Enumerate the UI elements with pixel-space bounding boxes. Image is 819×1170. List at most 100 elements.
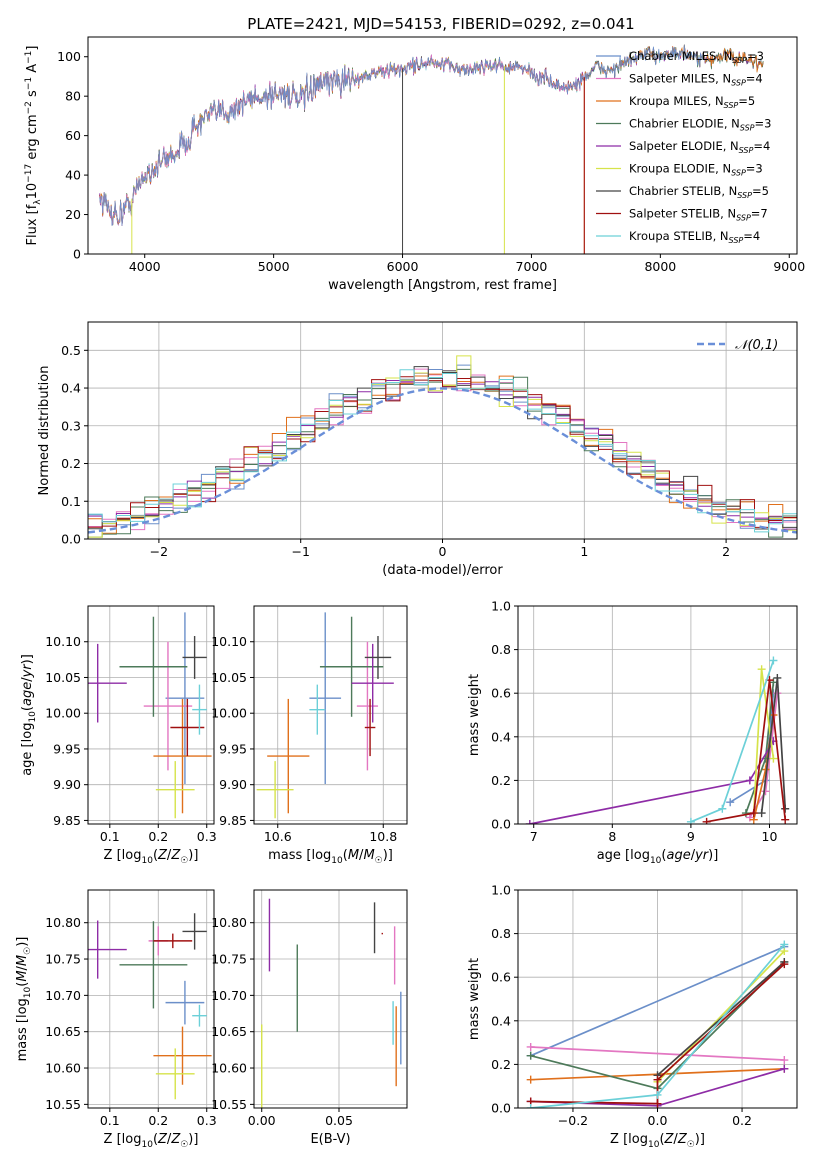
y-tick-label: 10.60 xyxy=(211,1061,247,1076)
weight-marker xyxy=(769,656,778,665)
legend-sub: SSP xyxy=(739,146,754,155)
z_weight-xlabel: Z [log10(Z/Z☉)] xyxy=(610,1132,705,1150)
label-part: 10 xyxy=(141,856,153,866)
legend-sub: SSP xyxy=(731,79,746,88)
x-tick-label: 9000 xyxy=(773,259,805,274)
weight-marker xyxy=(769,754,778,763)
y-tick-label: 0.1 xyxy=(61,494,81,509)
mass_age-frame xyxy=(253,605,408,825)
x-tick-label: 8000 xyxy=(644,259,676,274)
spectrum-panel: 4000 5000 6000 7000 8000 9000 0 20 40 60 80 100 xyxy=(57,36,805,274)
x-tick-label: 6000 xyxy=(387,259,419,274)
x-tick-label: −0.2 xyxy=(558,1113,588,1128)
y-tick-label: 10.60 xyxy=(45,1061,81,1076)
y-tick-label: 10.05 xyxy=(45,670,81,685)
label-part: )] xyxy=(15,937,30,947)
label-part: λ xyxy=(33,199,43,205)
label-part: Z xyxy=(157,1132,168,1147)
weight-marker xyxy=(780,960,789,969)
weight-marker xyxy=(780,1056,789,1065)
weight-marker xyxy=(718,804,727,813)
figure-title: PLATE=2421, MJD=54153, FIBERID=0292, z=0… xyxy=(247,15,634,33)
label-part: age xyxy=(666,848,690,863)
y-tick-label: 10.00 xyxy=(45,706,81,721)
y-tick-label: 0.4 xyxy=(491,1013,511,1028)
legend-sub: SSP xyxy=(737,191,752,200)
weight-marker xyxy=(702,817,711,824)
x-tick-label: 9 xyxy=(687,829,695,844)
label-part: erg cm xyxy=(25,114,40,163)
spectrum-xlabel: wavelength [Angstrom, rest frame] xyxy=(328,278,557,293)
label-part: −1 xyxy=(24,51,34,64)
y-tick-label: 9.90 xyxy=(219,777,247,792)
x-tick-label: 0.05 xyxy=(325,1113,353,1128)
residuals-ylabel: Normed distribution xyxy=(37,366,52,496)
y-tick-label: 0.6 xyxy=(491,686,511,701)
x-tick-label: −1 xyxy=(291,544,309,559)
age_weight-ylabel: mass weight xyxy=(467,674,482,756)
label-part: ☉ xyxy=(687,1140,695,1150)
y-tick-label: 0.5 xyxy=(61,343,81,358)
x-tick-label: 0.3 xyxy=(197,829,217,844)
label-part: ( xyxy=(661,848,666,863)
residuals-xlabel: (data-model)/error xyxy=(382,563,503,578)
weight-marker xyxy=(781,804,790,813)
legend-label: Chabrier STELIB, NSSP=5 xyxy=(629,184,769,200)
y-tick-label: 10.05 xyxy=(211,670,247,685)
y-tick-label: 9.95 xyxy=(53,741,81,756)
age_weight-panel: 7 8 9 10 0.0 0.2 0.4 0.6 0.8 1.0 xyxy=(491,599,798,844)
y-tick-label: 0.2 xyxy=(491,773,511,788)
legend-name: Salpeter STELIB, N xyxy=(629,207,736,221)
y-tick-label: 0.2 xyxy=(491,1057,511,1072)
legend-name: Chabrier MILES, N xyxy=(629,49,732,63)
weight-marker xyxy=(526,1051,535,1060)
weight-marker xyxy=(781,815,790,824)
y-tick-label: 80 xyxy=(65,89,81,104)
legend-sub: SSP xyxy=(731,169,746,178)
label-part: ( xyxy=(20,706,35,711)
label-part: Z xyxy=(170,1132,181,1147)
y-tick-label: 10.70 xyxy=(211,988,247,1003)
z_weight-panel: −0.2 0.0 0.2 0.0 0.2 0.4 0.6 0.8 1.0 xyxy=(491,883,798,1128)
weight-marker xyxy=(686,817,695,824)
legend-name: Kroupa STELIB, N xyxy=(629,229,729,243)
y-tick-label: 100 xyxy=(57,49,81,64)
label-part: Z xyxy=(170,848,181,863)
weight-marker xyxy=(761,787,770,796)
legend-label: Kroupa STELIB, NSSP=4 xyxy=(629,229,760,245)
y-tick-label: 0.3 xyxy=(61,418,81,433)
label-part: yr xyxy=(20,663,35,679)
y-tick-label: 0.0 xyxy=(491,1101,511,1116)
y-tick-label: 0.8 xyxy=(491,926,511,941)
spectrum-plot-area xyxy=(99,44,764,254)
label-part: ( xyxy=(659,1132,664,1147)
label-part: )] xyxy=(188,848,198,863)
x-tick-label: −2 xyxy=(150,544,168,559)
weight-marker xyxy=(653,1075,662,1084)
legend-name: Chabrier ELODIE, N xyxy=(629,117,740,131)
x-tick-label: 2 xyxy=(722,544,730,559)
label-part: −1 xyxy=(24,77,34,90)
mass_age-xlabel: mass [log10(M/M☉)] xyxy=(268,848,393,866)
weight-marker xyxy=(526,1104,535,1108)
y-tick-label: 10.75 xyxy=(45,952,81,967)
x-tick-label: 1 xyxy=(580,544,588,559)
y-tick-label: 40 xyxy=(65,168,81,183)
label-part: ( xyxy=(153,1132,158,1147)
legend-name: Salpeter MILES, N xyxy=(629,72,731,86)
label-part: mass [log xyxy=(268,848,331,863)
label-part: M xyxy=(15,955,30,966)
label-part: M xyxy=(348,848,359,863)
label-part: Z [log xyxy=(104,848,142,863)
z_mass-frame xyxy=(87,889,215,1109)
legend-count: =5 xyxy=(738,94,755,108)
label-part: ( xyxy=(153,848,158,863)
y-tick-label: 10.10 xyxy=(211,634,247,649)
y-tick-label: 0.2 xyxy=(61,456,81,471)
legend-name: Salpeter ELODIE, N xyxy=(629,139,739,153)
label-part: Z xyxy=(677,1132,688,1147)
legend-count: =4 xyxy=(743,229,760,243)
label-part: 10 xyxy=(141,1140,153,1150)
